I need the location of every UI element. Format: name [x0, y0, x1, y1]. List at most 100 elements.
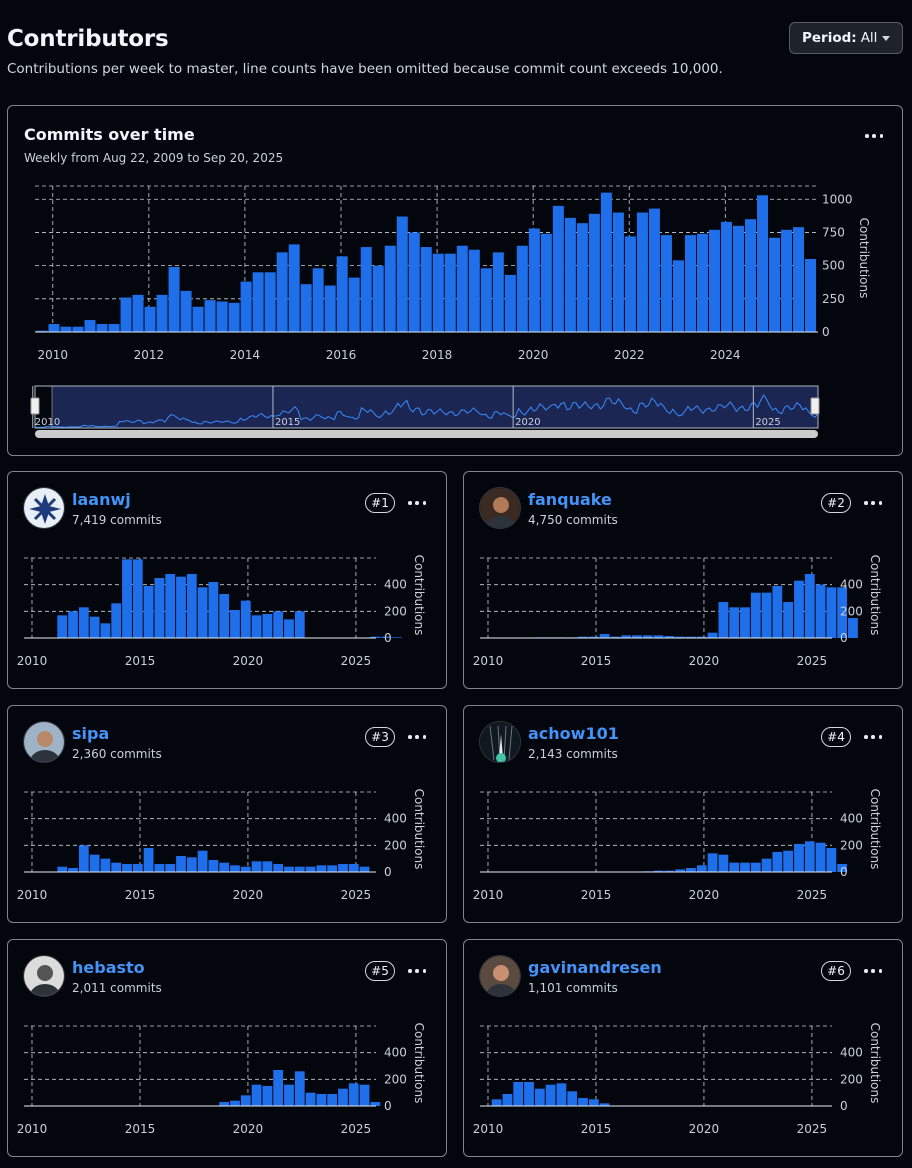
navigator-scrollbar[interactable] — [35, 430, 818, 438]
chart-bar — [804, 841, 815, 872]
chart-bar — [772, 586, 783, 638]
contributor-name-link[interactable]: fanquake — [528, 490, 612, 509]
y-tick-label: 400 — [840, 578, 863, 592]
chart-bar — [273, 864, 284, 872]
chart-bar — [143, 586, 154, 638]
contributor-name-link[interactable]: laanwj — [72, 490, 131, 509]
chart-bar — [732, 225, 745, 332]
laanwj-avatar-icon[interactable] — [23, 487, 65, 529]
chart-bar — [122, 864, 132, 872]
chart-bar — [84, 320, 96, 332]
chart-bar — [720, 221, 732, 332]
chart-bar — [251, 861, 262, 872]
kebab-menu-icon[interactable] — [862, 963, 884, 979]
chart-bar — [588, 636, 599, 638]
x-tick-label: 2010 — [473, 654, 504, 668]
contributor-card: laanwj 7,419 commits #1 2010 2015 2020 2025 0 20… — [7, 471, 447, 689]
contributor-name-link[interactable]: hebasto — [72, 958, 145, 977]
chart-bar — [122, 559, 132, 638]
navigator-handle[interactable] — [30, 397, 40, 415]
kebab-menu-icon[interactable] — [862, 729, 884, 745]
chart-bar — [708, 229, 720, 332]
gavinandresen-avatar-icon[interactable] — [479, 955, 521, 997]
contributor-name-link[interactable]: sipa — [72, 724, 110, 743]
chart-bar — [534, 1088, 545, 1106]
chart-bar — [772, 852, 783, 872]
chart-bar — [612, 212, 624, 332]
chart-bar — [192, 306, 204, 332]
period-dropdown[interactable]: Period: All — [789, 22, 903, 54]
y-tick-label: 0 — [384, 1099, 392, 1113]
chart-bar — [316, 1094, 327, 1106]
contributor-card: hebasto 2,011 commits #5 2010 2015 2020 2025 0 2… — [7, 939, 447, 1157]
chart-bar — [528, 228, 540, 332]
chart-bar — [707, 632, 718, 638]
chart-bar — [240, 600, 251, 638]
y-tick-label: 1000 — [822, 192, 853, 206]
chart-bar — [491, 1099, 502, 1106]
period-label: Period: — [802, 30, 857, 46]
chart-bar — [294, 866, 305, 872]
chart-bar — [783, 850, 794, 872]
x-tick-label: 2025 — [797, 654, 828, 668]
chart-bar — [305, 866, 316, 872]
chart-bar — [252, 272, 264, 332]
chart-bar — [273, 1070, 284, 1106]
y-axis-label: Contributions — [412, 789, 426, 870]
chart-bar — [492, 252, 504, 332]
chart-bar — [338, 1088, 348, 1106]
chart-bar — [540, 233, 552, 332]
sipa-avatar-icon[interactable] — [23, 721, 65, 763]
x-tick-label: 2024 — [710, 348, 741, 362]
chart-bar — [815, 584, 826, 638]
chart-bar — [100, 858, 111, 872]
page-title: Contributors — [7, 26, 169, 52]
kebab-menu-icon[interactable] — [862, 495, 884, 511]
achow101-avatar-icon[interactable] — [479, 721, 521, 763]
y-tick-label: 400 — [384, 578, 407, 592]
contributor-name-link[interactable]: gavinandresen — [528, 958, 662, 977]
chart-bar — [556, 1083, 567, 1106]
contributor-name-link[interactable]: achow101 — [528, 724, 619, 743]
y-tick-label: 0 — [840, 1099, 848, 1113]
chart-bar — [68, 868, 78, 872]
chart-bar — [381, 636, 392, 638]
chart-bar — [761, 592, 772, 638]
x-tick-label: 2015 — [125, 654, 156, 668]
fanquake-avatar-icon[interactable] — [479, 487, 521, 529]
x-tick-label: 2015 — [581, 654, 612, 668]
contributor-commits-chart: 2010 2015 2020 2025 0 200 400 Contributions — [473, 1023, 882, 1136]
chart-bar — [621, 635, 632, 638]
x-tick-label: 2020 — [689, 888, 720, 902]
chart-bar — [504, 274, 516, 332]
y-axis-label: Contributions — [868, 555, 882, 636]
x-tick-label: 2020 — [689, 1122, 720, 1136]
chart-bar — [745, 219, 757, 332]
x-tick-label: 2015 — [581, 888, 612, 902]
kebab-menu-icon[interactable] — [863, 128, 885, 144]
chart-bar — [288, 244, 300, 332]
contributor-card: gavinandresen 1,101 commits #6 2010 2015 2020… — [463, 939, 903, 1157]
x-tick-label: 2012 — [134, 348, 165, 362]
chart-bar — [284, 1084, 294, 1106]
x-tick-label: 2010 — [17, 654, 48, 668]
chart-bar — [143, 848, 154, 872]
navigator-handle[interactable] — [810, 397, 820, 415]
y-tick-label: 200 — [384, 604, 407, 618]
x-tick-label: 2015 — [581, 1122, 612, 1136]
chart-bar — [251, 615, 262, 638]
kebab-menu-icon[interactable] — [406, 729, 428, 745]
chart-bar — [740, 862, 750, 872]
rank-badge: #5 — [365, 961, 395, 981]
contributor-card: fanquake 4,750 commits #2 2010 2015 2020 2025 0… — [463, 471, 903, 689]
hebasto-avatar-icon[interactable] — [23, 955, 65, 997]
chart-bar — [815, 842, 826, 872]
chart-bar — [338, 864, 348, 872]
chart-bar — [783, 602, 794, 638]
kebab-menu-icon[interactable] — [406, 963, 428, 979]
chart-bar — [624, 236, 636, 332]
chart-bar — [372, 265, 384, 332]
chart-bar — [567, 1091, 578, 1106]
chart-bar — [262, 614, 273, 638]
kebab-menu-icon[interactable] — [406, 495, 428, 511]
